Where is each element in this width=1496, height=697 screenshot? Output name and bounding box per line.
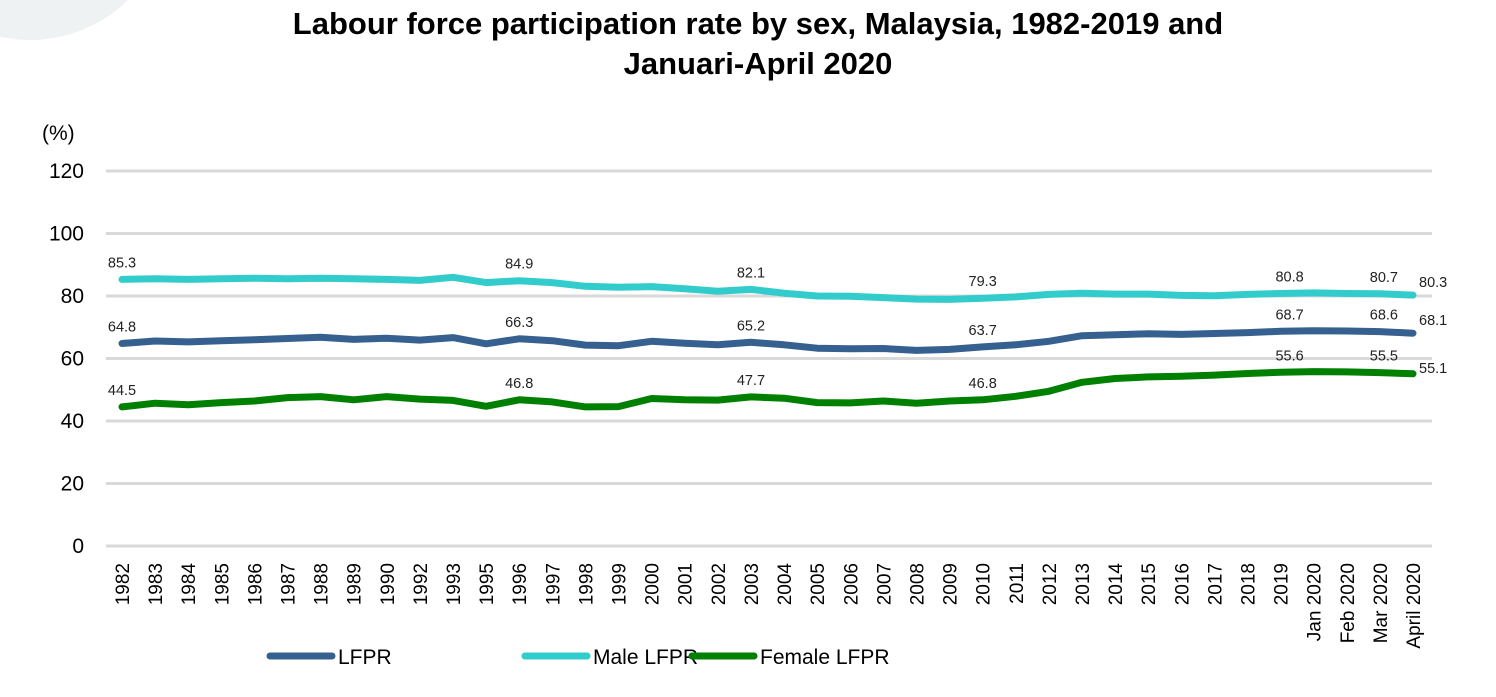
x-tick-label: 1987 xyxy=(279,563,300,605)
x-tick-label: 1985 xyxy=(212,563,233,605)
x-tick-label: 2014 xyxy=(1106,563,1127,606)
legend-label: Male LFPR xyxy=(593,646,698,669)
x-tick-label: 2008 xyxy=(907,563,928,605)
x-tick-label: 2018 xyxy=(1238,563,1259,605)
legend-label: Female LFPR xyxy=(760,646,890,669)
x-tick-label: 2009 xyxy=(941,563,962,605)
series-line-male-lfpr xyxy=(118,273,1417,303)
data-label: 47.7 xyxy=(737,373,765,389)
data-label: 84.9 xyxy=(505,257,533,273)
x-tick-label: 2017 xyxy=(1205,563,1226,605)
x-tick-label: 2002 xyxy=(709,563,730,605)
chart-title-line-2: Januari-April 2020 xyxy=(623,46,893,81)
data-label: 79.3 xyxy=(969,274,997,290)
x-tick-label: 2007 xyxy=(874,563,895,605)
legend: LFPR Male LFPR Female LFPR xyxy=(266,646,890,669)
data-label: 55.5 xyxy=(1370,349,1398,365)
x-tick-label: Jan 2020 xyxy=(1305,563,1326,641)
legend-label: LFPR xyxy=(338,646,392,669)
data-label: 85.3 xyxy=(108,255,136,271)
x-tick-label: 2011 xyxy=(1007,563,1028,604)
x-tick-label: 1984 xyxy=(179,563,200,606)
data-label: 55.1 xyxy=(1419,361,1447,377)
x-tick-label: 1990 xyxy=(378,563,399,605)
x-tick-label: 2003 xyxy=(742,563,763,605)
x-tick-label: 2001 xyxy=(676,563,697,605)
x-tick-label: 1982 xyxy=(113,563,134,605)
x-tick-label: April 2020 xyxy=(1404,563,1425,649)
chart-title-line-1: Labour force participation rate by sex, … xyxy=(292,6,1224,41)
data-label: 66.3 xyxy=(505,315,533,331)
x-tick-label: Mar 2020 xyxy=(1371,563,1392,643)
data-label: 80.7 xyxy=(1370,270,1398,286)
data-label: 80.3 xyxy=(1419,275,1447,291)
x-tick-label: 2012 xyxy=(1040,563,1061,605)
x-axis: 1982 1983 1984 1985 1986 1987 1988 1989 1990 1992… xyxy=(113,563,1425,649)
data-label: 80.8 xyxy=(1275,270,1303,286)
y-tick-label: 20 xyxy=(61,473,84,496)
y-tick-label: 80 xyxy=(61,285,84,308)
series-line-female-lfpr xyxy=(118,368,1417,411)
data-label: 46.8 xyxy=(969,376,997,392)
x-tick-label: Feb 2020 xyxy=(1338,563,1359,643)
data-label: 82.1 xyxy=(737,265,765,281)
x-tick-label: 2000 xyxy=(643,563,664,605)
x-tick-label: 2005 xyxy=(808,563,829,605)
y-axis: (%) 0 20 40 60 80 100 120 xyxy=(42,122,84,558)
x-tick-label: 2016 xyxy=(1172,563,1193,605)
x-tick-label: 1988 xyxy=(312,563,333,605)
x-tick-label: 2013 xyxy=(1073,563,1094,605)
x-tick-label: 1989 xyxy=(345,563,366,605)
x-tick-label: 1983 xyxy=(146,563,167,605)
x-tick-label: 1992 xyxy=(411,563,432,605)
data-label: 63.7 xyxy=(969,323,997,339)
x-tick-label: 2004 xyxy=(775,563,796,606)
x-tick-label: 1995 xyxy=(477,563,498,605)
data-label: 65.2 xyxy=(737,318,765,334)
x-tick-label: 1998 xyxy=(576,563,597,605)
data-label: 55.6 xyxy=(1275,348,1303,364)
data-label: 46.8 xyxy=(505,376,533,392)
y-axis-label: (%) xyxy=(42,122,75,145)
y-tick-label: 60 xyxy=(61,348,84,371)
data-labels: 64.8 66.3 65.2 63.7 68.7 68.6 68.1 85.3 84.9 82.1… xyxy=(108,255,1447,399)
y-tick-label: 0 xyxy=(72,535,84,558)
y-tick-label: 40 xyxy=(61,410,84,433)
x-tick-label: 2015 xyxy=(1139,563,1160,605)
gridlines xyxy=(106,169,1432,548)
x-tick-label: 2019 xyxy=(1272,563,1293,605)
series-lines xyxy=(118,273,1417,411)
data-label: 68.1 xyxy=(1419,313,1447,329)
x-tick-label: 1986 xyxy=(245,563,266,605)
data-label: 68.7 xyxy=(1275,307,1303,323)
data-label: 44.5 xyxy=(108,383,136,399)
y-tick-label: 120 xyxy=(49,160,84,183)
x-tick-label: 1996 xyxy=(510,563,531,605)
chart-title: Labour force participation rate by sex, … xyxy=(0,4,1496,84)
x-tick-label: 1999 xyxy=(610,563,631,605)
y-tick-label: 100 xyxy=(49,223,84,246)
data-label: 68.6 xyxy=(1370,308,1398,324)
x-tick-label: 1993 xyxy=(444,563,465,605)
x-tick-label: 2006 xyxy=(841,563,862,605)
x-tick-label: 1997 xyxy=(543,563,564,605)
series-line-lfpr xyxy=(118,327,1417,354)
x-tick-label: 2010 xyxy=(974,563,995,605)
data-label: 64.8 xyxy=(108,320,136,336)
